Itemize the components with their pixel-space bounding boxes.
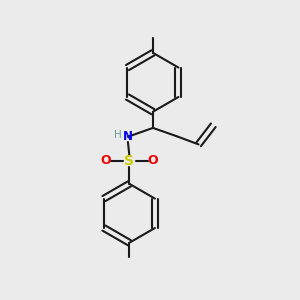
Text: N: N — [123, 130, 133, 143]
Text: O: O — [100, 154, 111, 167]
Text: H: H — [114, 130, 122, 140]
Text: O: O — [148, 154, 158, 167]
Text: S: S — [124, 154, 134, 168]
